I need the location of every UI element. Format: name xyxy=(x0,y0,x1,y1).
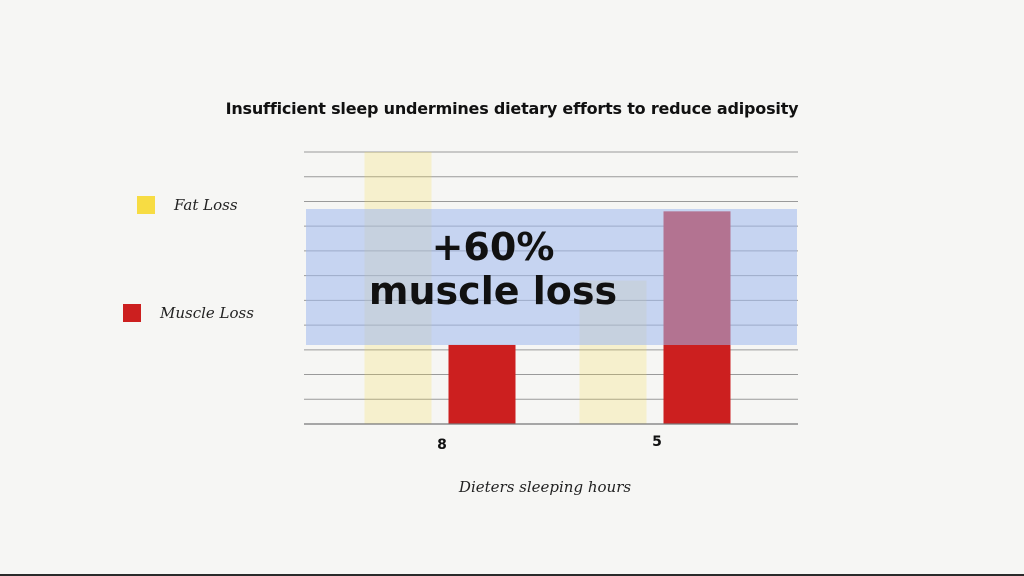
bar-muscle-loss-8h xyxy=(448,344,516,424)
callout-label: muscle loss xyxy=(369,269,617,313)
x-tick-label: 8 xyxy=(437,437,447,453)
callout-percent: +60% xyxy=(432,225,555,269)
chart-title: Insufficient sleep undermines dietary ef… xyxy=(225,99,799,118)
highlight-band xyxy=(306,209,797,345)
legend-label-muscle-loss: Muscle Loss xyxy=(160,304,254,322)
callout-band xyxy=(306,209,797,345)
legend-swatch-fat-loss xyxy=(137,196,155,214)
x-axis-title: Dieters sleeping hours xyxy=(458,478,632,496)
legend-label-fat-loss: Fat Loss xyxy=(174,196,238,214)
legend-swatch-muscle-loss xyxy=(123,304,141,322)
callout: +60% muscle loss xyxy=(369,225,617,313)
x-tick-label: 5 xyxy=(652,434,662,450)
frame-border xyxy=(0,574,1024,576)
